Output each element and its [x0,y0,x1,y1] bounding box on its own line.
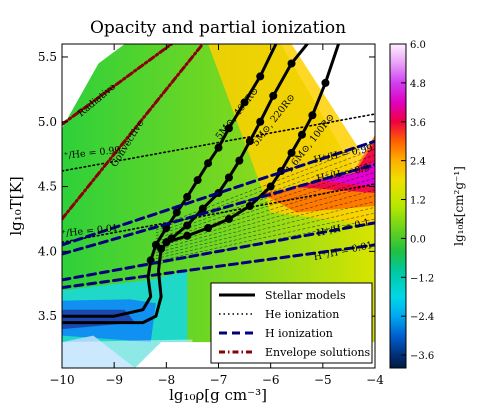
ionization-fan-line [155,201,375,257]
ionization-fan-line [155,195,375,254]
chart-title: Opacity and partial ionization [90,18,346,38]
stellar-model-marker [204,224,213,233]
ionization-fan-line [155,154,375,234]
heatmap-orange-band [260,134,375,213]
stellar-model-marker [224,214,233,223]
stellar-model-marker [183,231,192,240]
colorbar-tick-label: 4.8 [410,79,426,90]
ionization-fan-line [155,166,375,239]
ionization-fan-line [155,160,375,237]
stellar-model-marker [214,143,223,152]
stellar-model-marker [269,91,278,100]
x-tick-label: −9 [105,373,123,387]
colorbar-tick-label: −2.4 [410,312,434,323]
series-envelope_solution-10 [62,44,205,221]
x-tick-label: −7 [210,373,228,387]
colorbar-label: lg₁₀κ[cm²g⁻¹] [452,166,466,246]
ionization-fan-line [155,171,375,242]
x-tick-label: −8 [157,373,175,387]
legend-entry-label: H ionization [265,327,333,340]
series-he_ionization-4 [62,183,375,244]
stellar-model-marker [287,148,296,157]
y-tick-label: 4.5 [38,180,57,194]
heatmap-blank-topleft [62,44,125,129]
series-h_ionization-8 [62,243,375,290]
stellar-model-marker [235,156,244,165]
series-h_ionization-6 [62,163,375,256]
x-tick-label: −4 [366,373,384,387]
legend-entry-label: Stellar models [265,289,346,302]
colorbar-tick-label: 6.0 [410,40,426,51]
series-h_ionization-7 [62,221,375,282]
colorbar-tick-label: −3.6 [410,351,434,362]
y-axis-label: lg₁₀T[K] [7,176,25,235]
stellar-model-marker [172,208,181,217]
series-he_ionization-3 [62,113,375,172]
ionization-fan-line [155,183,375,248]
ionization-fan-line [155,142,375,228]
stellar-model-marker [204,159,213,168]
stellar-model-marker [183,221,192,230]
legend: Stellar models He ionization H ionization E… [210,282,373,364]
ionization-fan-line [155,206,375,259]
x-tick-label: −6 [262,373,280,387]
stellar-model-marker [308,111,317,120]
y-tick-label: 4.0 [38,244,57,258]
stellar-model-marker [287,59,296,68]
ionization-fan-line [155,189,375,251]
stellar-model-tail [62,248,163,325]
series-h_ionization-5 [62,139,375,247]
stellar-model-tail [62,260,153,318]
stellar-model-marker [224,124,233,133]
colorbar-tick-label: −1.2 [410,273,434,284]
x-tick-label: −10 [49,373,74,387]
colorbar-tick-label: 0.0 [410,234,426,245]
x-axis-label: lg₁₀ρ[g cm⁻³] [169,386,267,404]
stellar-model-marker [266,182,275,191]
y-tick-label: 5.5 [38,50,57,64]
colorbar-tick-label: 3.6 [410,118,426,129]
stellar-model-marker [193,176,202,185]
colorbar-tick-label: 1.2 [410,196,426,207]
stellar-model-marker [256,117,265,126]
stellar-model-marker [245,137,254,146]
stellar-model-marker [198,204,207,213]
heatmap-magenta-band [312,160,375,187]
stellar-model-marker [162,238,171,247]
series-envelope_solution-9 [62,44,173,126]
ionization-fan-line [155,177,375,245]
colorbar-tick-label: 2.4 [410,157,426,168]
stellar-model-marker [183,192,192,201]
ionization-fan-line [155,212,375,262]
stellar-model-marker [321,78,330,87]
legend-entry-label: He ionization [265,308,339,321]
stellar-model-marker [297,130,306,139]
x-tick-label: −5 [314,373,332,387]
stellar-model-marker [256,72,265,81]
stellar-model-marker [224,173,233,182]
colorbar [389,43,407,369]
stellar-model-marker [157,244,166,253]
y-tick-label: 5.0 [38,115,57,129]
legend-entry-label: Envelope solutions [265,346,371,359]
y-tick-label: 3.5 [38,309,57,323]
stellar-model-marker [240,98,249,107]
